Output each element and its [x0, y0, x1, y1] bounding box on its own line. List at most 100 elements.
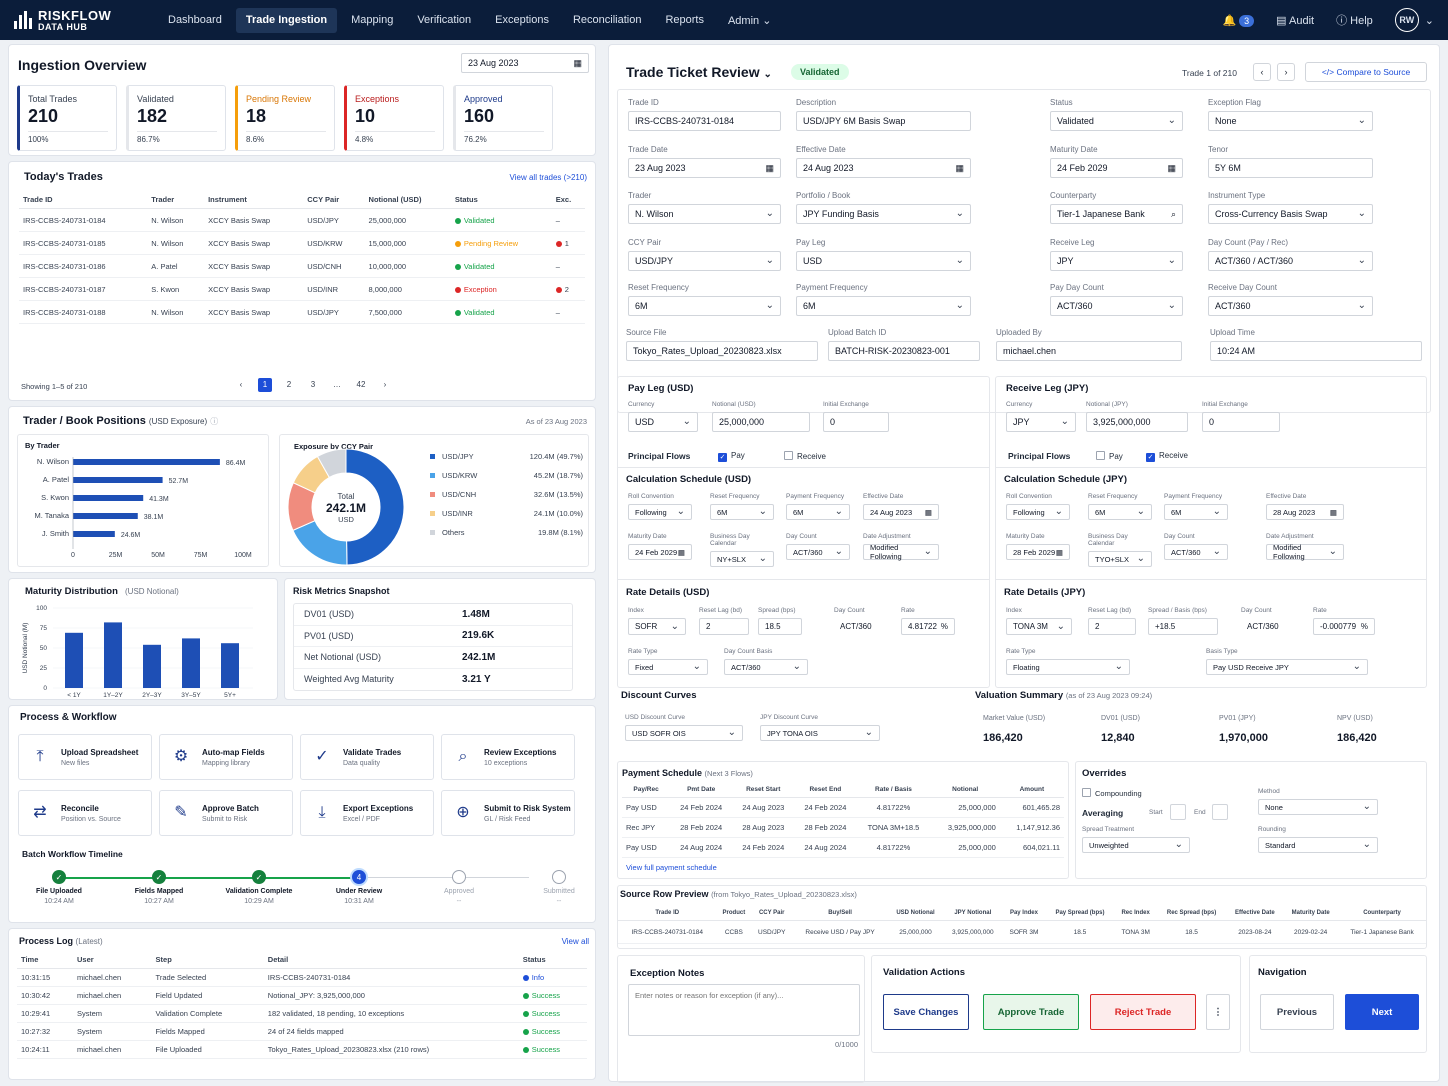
- chevron-down-icon[interactable]: ⌄: [763, 69, 772, 80]
- maturity-bar[interactable]: [143, 644, 161, 688]
- rec-rate-type-select[interactable]: Floating: [1006, 659, 1130, 675]
- nav-reconciliation[interactable]: Reconciliation: [572, 13, 642, 26]
- rec-currency-select[interactable]: JPY: [1006, 412, 1076, 432]
- roll-convention-field[interactable]: Following: [628, 504, 692, 520]
- workflow-approve-batch[interactable]: ✎ Approve Batch Submit to Risk: [159, 790, 293, 836]
- rounding-select[interactable]: Standard: [1258, 837, 1378, 853]
- prev-trade-button[interactable]: ‹: [1253, 63, 1271, 81]
- maturity-bar[interactable]: [104, 622, 122, 688]
- spread-bps-field[interactable]: 18.5: [758, 618, 802, 635]
- source-file-input[interactable]: Tokyo_Rates_Upload_20230823.xlsx: [626, 341, 818, 361]
- page-3[interactable]: 3: [310, 380, 316, 389]
- pay-notional-input[interactable]: 25,000,000: [712, 412, 810, 432]
- index-field[interactable]: TONA 3M: [1006, 618, 1072, 635]
- nav-reports[interactable]: Reports: [665, 13, 704, 26]
- workflow-submit-to-risk-system[interactable]: ⊕ Submit to Risk System GL / Risk Feed: [441, 790, 575, 836]
- day-count-field[interactable]: ACT/360: [786, 544, 850, 560]
- kpi-total-trades[interactable]: Total Trades 210 100%: [17, 85, 117, 151]
- trade-id-input[interactable]: IRS-CCBS-240731-0184: [628, 111, 781, 131]
- receive-day-count-select[interactable]: ACT/360: [1208, 296, 1373, 316]
- workflow-review-exceptions[interactable]: ⌕ Review Exceptions 10 exceptions: [441, 734, 575, 780]
- pay-day-count-select[interactable]: ACT/360: [1050, 296, 1183, 316]
- receive-leg-select[interactable]: JPY: [1050, 251, 1183, 271]
- pay-rate-type-select[interactable]: Fixed: [628, 659, 708, 675]
- rec-notional-input[interactable]: 3,925,000,000: [1086, 412, 1188, 432]
- nav-dashboard[interactable]: Dashboard: [168, 13, 222, 26]
- pay-dcb-select[interactable]: ACT/360: [724, 659, 808, 675]
- maturity-date-input[interactable]: 24 Feb 2029 ▦: [1050, 158, 1183, 178]
- pay-receive-checkbox[interactable]: Receive: [784, 451, 826, 461]
- spread-treatment-select[interactable]: Unweighted: [1082, 837, 1190, 853]
- day-count-field[interactable]: ACT/360: [1241, 618, 1295, 635]
- rec-pay-checkbox[interactable]: Pay: [1096, 451, 1123, 461]
- date-adjustment-field[interactable]: Modified Following: [1266, 543, 1344, 561]
- payment-frequency-select[interactable]: 6M: [796, 296, 971, 316]
- nav-trade-ingestion[interactable]: Trade Ingestion: [235, 7, 338, 33]
- pay-currency-select[interactable]: USD: [628, 412, 698, 432]
- effective-date-field[interactable]: 24 Aug 2023 ▦: [863, 504, 939, 520]
- day-count-pay-rec-select[interactable]: ACT/360 / ACT/360: [1208, 251, 1373, 271]
- donut-slice-usd-krw[interactable]: [292, 520, 348, 566]
- timeline-step-submitted[interactable]: Submitted --: [504, 870, 614, 905]
- payment-frequency-field[interactable]: 6M: [786, 504, 850, 520]
- table-row[interactable]: IRS-CCBS-240731-0188 N. Wilson XCCY Basis …: [19, 300, 585, 324]
- more-actions-button[interactable]: ⋮: [1206, 994, 1230, 1030]
- trader-bar[interactable]: [73, 495, 144, 501]
- tenor-input[interactable]: 5Y 6M: [1208, 158, 1373, 178]
- trade-date-input[interactable]: 23 Aug 2023 ▦: [628, 158, 781, 178]
- brand-logo[interactable]: RISKFLOW DATA HUB: [14, 9, 158, 32]
- previous-button[interactable]: Previous: [1260, 994, 1334, 1030]
- page-2[interactable]: 2: [286, 380, 292, 389]
- page-nav[interactable]: …: [333, 380, 341, 389]
- basis-type-select[interactable]: Pay USD Receive JPY: [1206, 659, 1368, 675]
- kpi-approved[interactable]: Approved 160 76.2%: [453, 85, 553, 151]
- spread-basis-bps-field[interactable]: +18.5: [1148, 618, 1218, 635]
- overview-date-picker[interactable]: 23 Aug 2023 ▦: [461, 53, 589, 73]
- method-select[interactable]: None: [1258, 799, 1378, 815]
- kpi-validated[interactable]: Validated 182 86.7%: [126, 85, 226, 151]
- nav-mapping[interactable]: Mapping: [351, 13, 394, 26]
- workflow-auto-map-fields[interactable]: ⚙ Auto-map Fields Mapping library: [159, 734, 293, 780]
- timeline-step-validation-complete[interactable]: ✓ Validation Complete 10:29 AM: [204, 870, 314, 905]
- table-row[interactable]: IRS-CCBS-240731-0184 N. Wilson XCCY Basis …: [19, 208, 585, 232]
- portfolio-book-select[interactable]: JPY Funding Basis: [796, 204, 971, 224]
- pay-pay-checkbox[interactable]: Pay: [718, 451, 745, 462]
- timeline-step-file-uploaded[interactable]: ✓ File Uploaded 10:24 AM: [4, 870, 114, 905]
- notifications-button[interactable]: 🔔 3: [1222, 14, 1255, 27]
- timeline-step-under-review[interactable]: 4 Under Review 10:31 AM: [304, 870, 414, 905]
- instrument-type-select[interactable]: Cross-Currency Basis Swap: [1208, 204, 1373, 224]
- reset-frequency-field[interactable]: 6M: [710, 504, 774, 520]
- nav-verification[interactable]: Verification: [417, 13, 472, 26]
- upload-time-input[interactable]: 10:24 AM: [1210, 341, 1422, 361]
- rec-initx-input[interactable]: 0: [1202, 412, 1280, 432]
- description-input[interactable]: USD/JPY 6M Basis Swap: [796, 111, 971, 131]
- business-day-calendar-field[interactable]: NY+SLX: [710, 551, 774, 567]
- next-trade-button[interactable]: ›: [1277, 63, 1295, 81]
- workflow-validate-trades[interactable]: ✓ Validate Trades Data quality: [300, 734, 434, 780]
- day-count-field[interactable]: ACT/360: [1164, 544, 1228, 560]
- rate-field[interactable]: 4.81722%: [901, 618, 955, 635]
- compare-to-source-button[interactable]: </> Compare to Source: [1305, 62, 1427, 82]
- page-nav[interactable]: ›: [383, 380, 387, 389]
- table-row[interactable]: IRS-CCBS-240731-0185 N. Wilson XCCY Basis …: [19, 231, 585, 255]
- trader-bar[interactable]: [73, 513, 138, 519]
- usd-curve-select[interactable]: USD SOFR OIS: [625, 725, 743, 741]
- nav-admin[interactable]: Admin ⌄: [727, 14, 772, 27]
- audit-button[interactable]: ▤ Audit: [1276, 14, 1314, 27]
- maturity-date-field[interactable]: 28 Feb 2029 ▦: [1006, 544, 1070, 560]
- status-select[interactable]: Validated: [1050, 111, 1183, 131]
- page-nav[interactable]: ‹: [239, 380, 243, 389]
- table-row[interactable]: IRS-CCBS-240731-0186 A. Patel XCCY Basis S…: [19, 254, 585, 278]
- uploaded-by-input[interactable]: michael.chen: [996, 341, 1182, 361]
- avg-end-input[interactable]: [1212, 804, 1228, 820]
- exception-flag-select[interactable]: None: [1208, 111, 1373, 131]
- rate-field[interactable]: -0.000779%: [1313, 618, 1375, 635]
- trader-bar[interactable]: [73, 459, 220, 465]
- reject-trade-button[interactable]: Reject Trade: [1090, 994, 1196, 1030]
- reset-frequency-select[interactable]: 6M: [628, 296, 781, 316]
- business-day-calendar-field[interactable]: TYO+SLX: [1088, 551, 1152, 567]
- next-button[interactable]: Next: [1345, 994, 1419, 1030]
- day-count-field[interactable]: ACT/360: [834, 618, 886, 635]
- donut-slice-others[interactable]: [316, 448, 347, 479]
- date-adjustment-field[interactable]: Modified Following: [863, 543, 939, 561]
